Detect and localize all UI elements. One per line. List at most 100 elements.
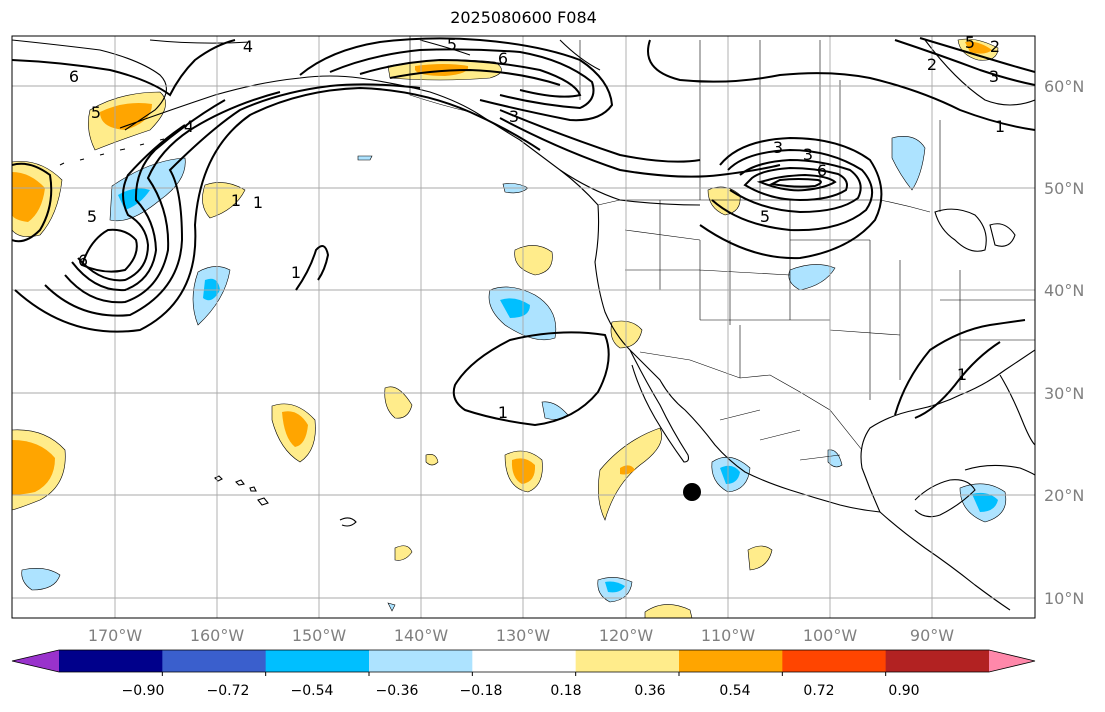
lat-label: 30°N xyxy=(1044,384,1085,403)
contour-pacific-3 xyxy=(894,319,1026,419)
colorbar-outline xyxy=(11,649,1036,673)
colorbar-tick-label: −0.90 xyxy=(121,683,165,699)
colorbar-tick-label: 0.90 xyxy=(888,683,920,699)
contour-east-high-1 xyxy=(699,136,883,260)
colorbar-extend-high xyxy=(989,650,1035,672)
aleutians xyxy=(59,138,165,166)
shade-neg xyxy=(891,136,926,191)
contour-east-high-3 xyxy=(729,158,862,214)
colorbar-segment xyxy=(885,650,990,672)
contour-label: 1 xyxy=(995,117,1005,136)
shade-neg-core xyxy=(605,581,625,593)
contour-label: 6 xyxy=(78,251,88,270)
hudson-bay xyxy=(924,39,1035,106)
contour-label: 5 xyxy=(447,35,457,54)
colorbar-tick-label: −0.54 xyxy=(290,683,334,699)
mexico-states xyxy=(719,409,841,461)
shade-pos-core xyxy=(100,103,152,130)
shade-pos xyxy=(202,182,246,219)
shade-neg-core xyxy=(720,465,740,484)
shade-neg xyxy=(827,449,843,468)
contour-label: 4 xyxy=(184,117,194,136)
lat-label: 60°N xyxy=(1044,77,1085,96)
colorbar-extend-low xyxy=(12,650,59,672)
shade-neg-core xyxy=(500,298,530,318)
revillagigedo xyxy=(339,517,357,527)
contour-west-edge xyxy=(12,162,53,243)
colorbar-tick-label: −0.72 xyxy=(206,683,250,699)
contour-north-east xyxy=(647,39,1035,131)
colorbar-segment xyxy=(265,650,370,672)
coastline-layer xyxy=(12,39,1035,611)
hawaii-islands xyxy=(214,475,269,506)
contour-label: 3 xyxy=(989,67,999,86)
colorbar-segment xyxy=(472,650,577,672)
lon-label: 120°W xyxy=(598,626,654,645)
central-america xyxy=(879,511,1011,611)
shade-pos xyxy=(747,545,773,571)
lon-label: 150°W xyxy=(291,626,347,645)
contour-label: 3 xyxy=(509,107,519,126)
contour-north-4 xyxy=(389,68,561,86)
contour-label: 1 xyxy=(253,193,263,212)
contour-pacific-1 xyxy=(452,331,610,427)
graticule xyxy=(12,36,1035,618)
contour-west-low-4 xyxy=(71,99,226,292)
contour-west-6 xyxy=(12,39,236,97)
colorbar-segment xyxy=(369,650,473,672)
shade-pos xyxy=(644,604,693,618)
contour-west-low-5 xyxy=(77,124,186,282)
lat-label: 40°N xyxy=(1044,281,1085,300)
contour-west-low-1 xyxy=(14,86,541,333)
contour-label: 5 xyxy=(965,33,975,52)
lon-label: 140°W xyxy=(393,626,449,645)
contour-east-2 xyxy=(499,109,701,163)
contour-east-high-6 xyxy=(768,178,822,188)
shade-pos xyxy=(384,386,413,419)
colorbar-segment xyxy=(782,650,887,672)
lat-label: 50°N xyxy=(1044,179,1085,198)
contour-west-low-6 xyxy=(80,228,138,273)
lon-label: 170°W xyxy=(87,626,143,645)
storm-center-marker xyxy=(683,483,701,501)
contour-label: 4 xyxy=(243,37,253,56)
contour-label: 5 xyxy=(760,207,770,226)
shade-pos xyxy=(394,545,413,561)
contour-west-low-3 xyxy=(64,91,281,304)
colorbar-segment xyxy=(679,650,783,672)
contour-label: 1 xyxy=(498,403,508,422)
contour-label: 5 xyxy=(87,207,97,226)
contour-northeast-3 xyxy=(919,37,1035,73)
shade-pos xyxy=(514,245,553,276)
contour-layer xyxy=(12,37,1035,427)
shade-neg xyxy=(21,568,61,591)
shade-pos xyxy=(610,320,643,349)
lon-label: 110°W xyxy=(700,626,756,645)
contour-label: 1 xyxy=(957,365,967,384)
us-canada-border xyxy=(597,199,931,213)
contour-pacific-2 xyxy=(295,245,330,291)
lon-label: 160°W xyxy=(189,626,245,645)
colorbar-segment xyxy=(59,650,163,672)
contour-east-high-4 xyxy=(743,166,848,202)
contour-label: 2 xyxy=(927,55,937,74)
shade-pos xyxy=(425,454,439,466)
map-frame xyxy=(11,35,1036,619)
contour-north-3 xyxy=(359,58,582,98)
colorbar-tick-label: −0.36 xyxy=(375,683,419,699)
florida xyxy=(999,374,1035,446)
gulf-of-mexico-coast xyxy=(860,349,1035,513)
shade-neg-core xyxy=(118,188,150,210)
contour-label: 6 xyxy=(69,67,79,86)
contour-west-low-2 xyxy=(44,83,421,317)
lat-label: 10°N xyxy=(1044,589,1085,608)
contour-label: 5 xyxy=(91,103,101,122)
shade-pos-core xyxy=(620,465,635,475)
contour-east-high-2 xyxy=(711,148,873,232)
shade-neg-core xyxy=(203,278,220,301)
contour-label: 6 xyxy=(498,49,508,68)
contour-northeast-2 xyxy=(894,39,1035,86)
contour-label: 2 xyxy=(990,37,1000,56)
shade-neg xyxy=(387,602,396,612)
